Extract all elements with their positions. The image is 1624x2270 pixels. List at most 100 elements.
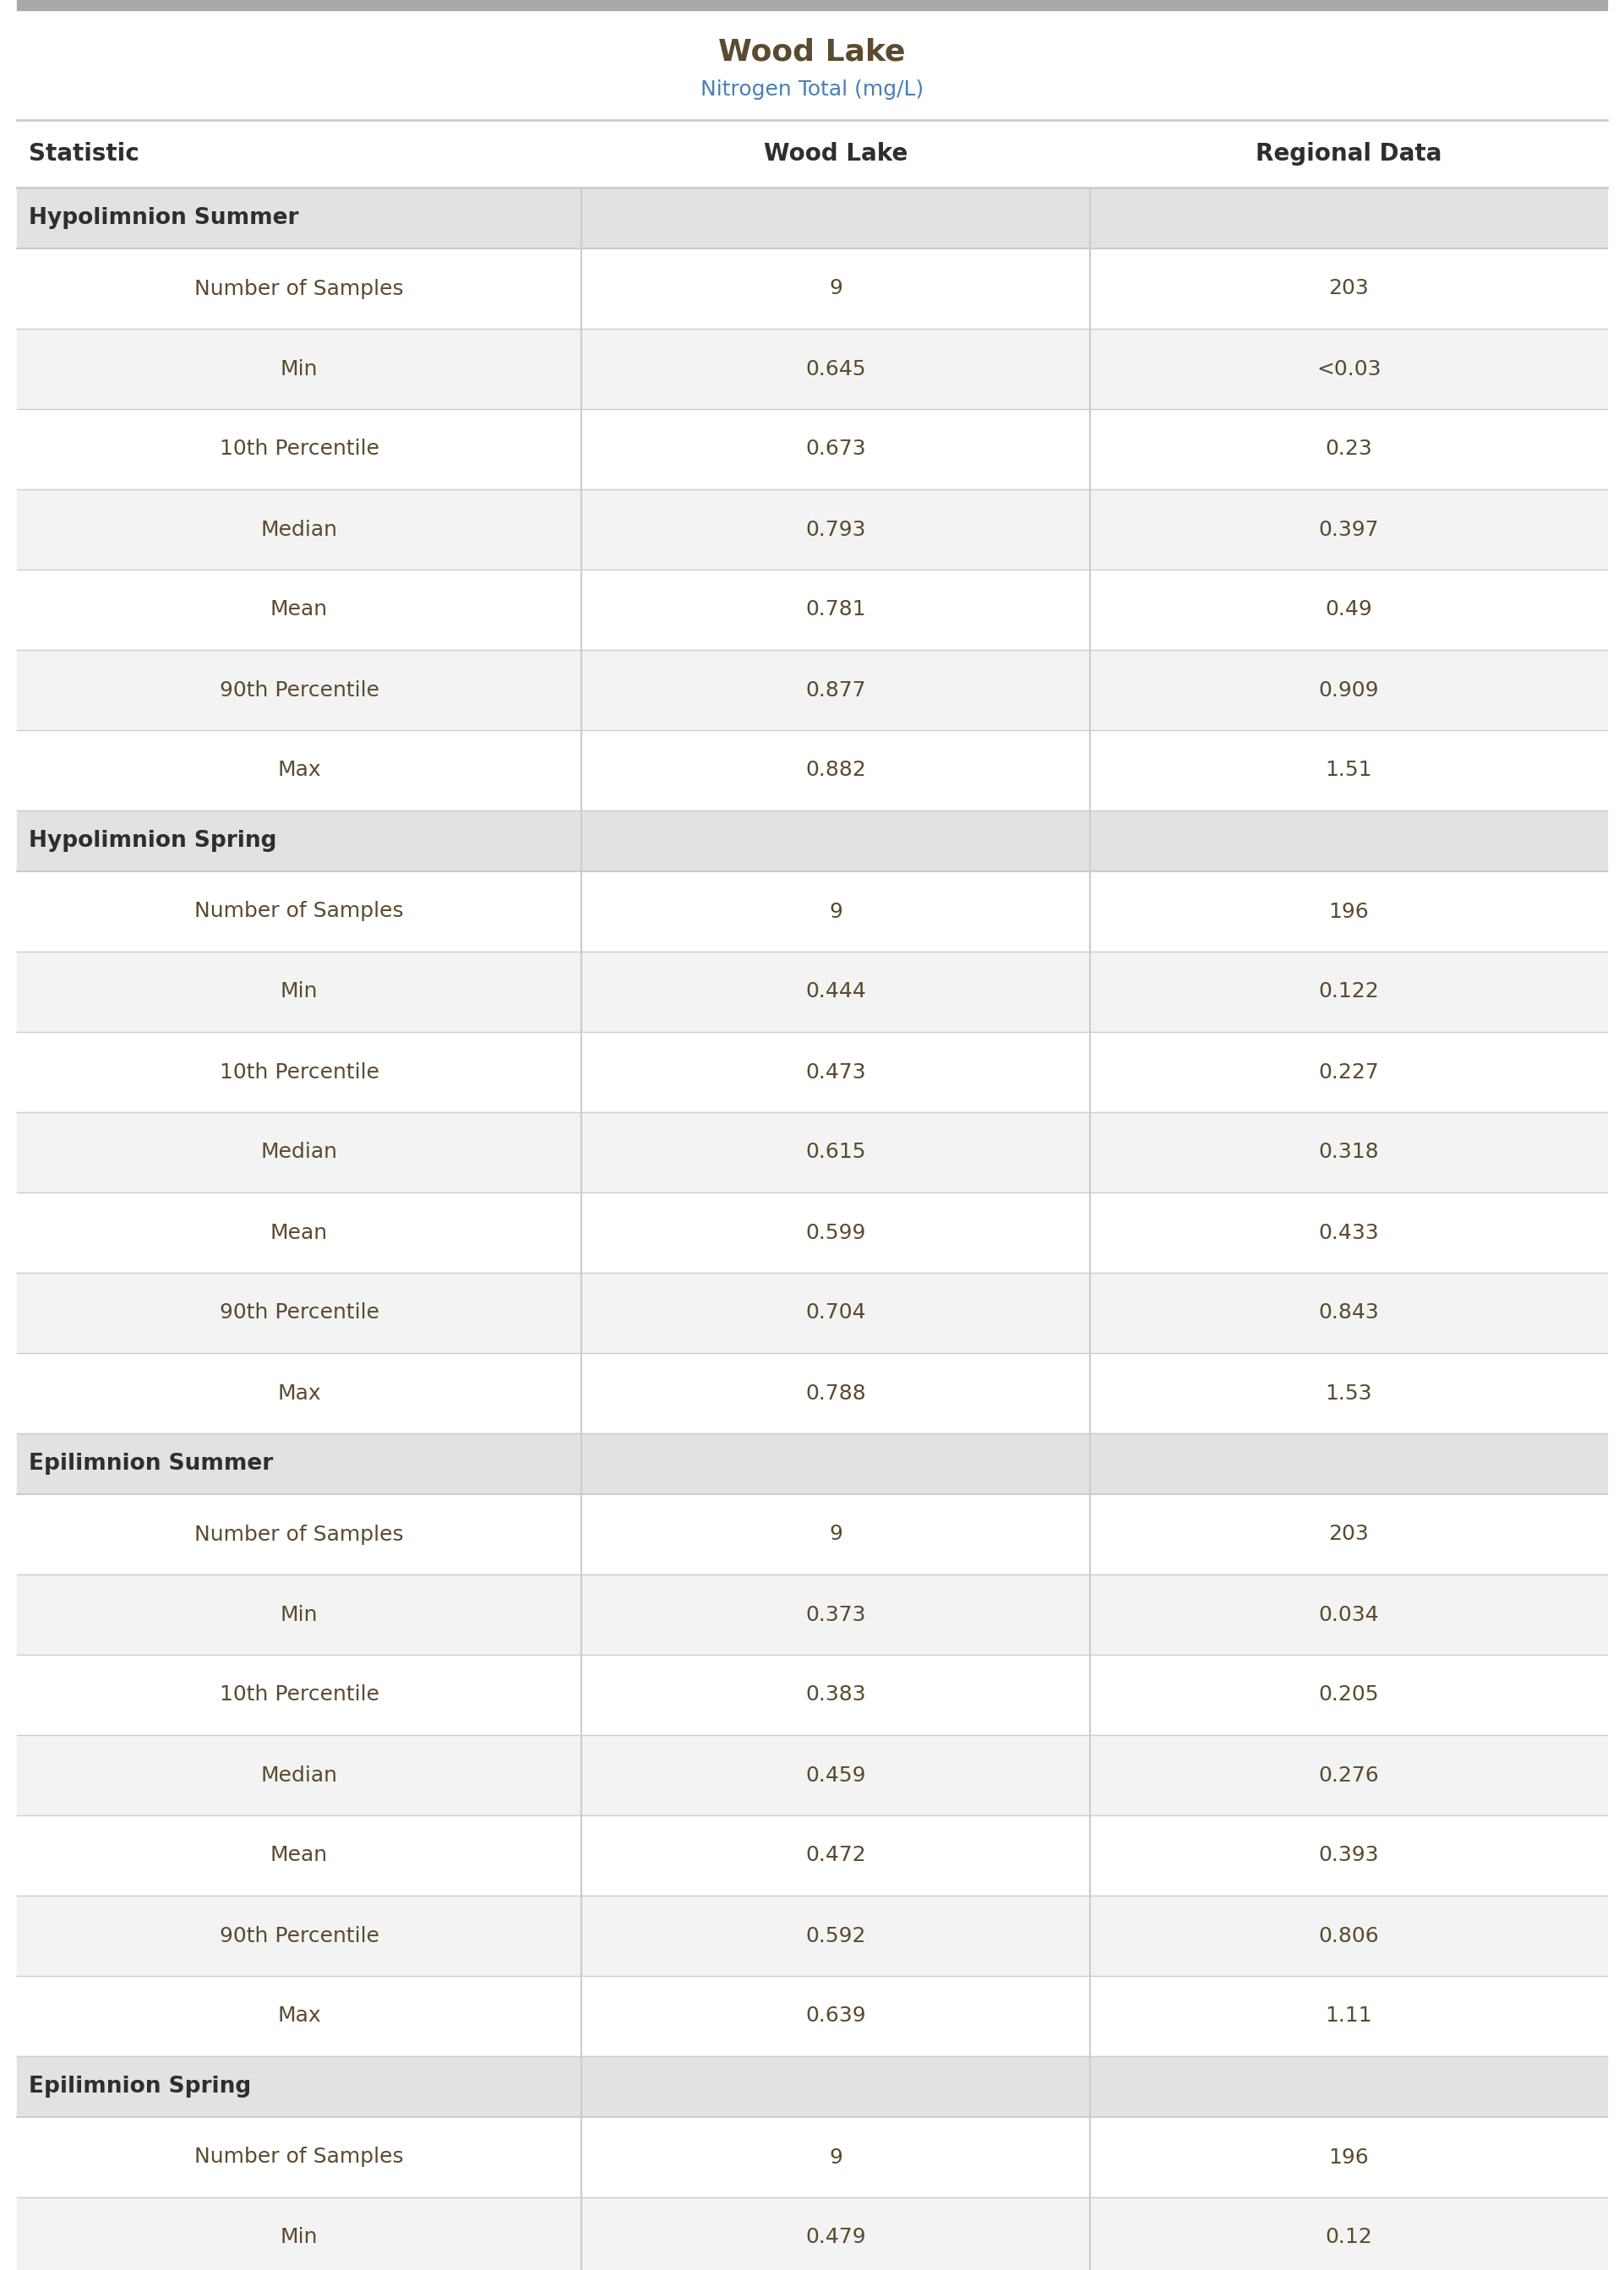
Text: 0.909: 0.909	[1319, 681, 1379, 699]
Text: 10th Percentile: 10th Percentile	[219, 1062, 378, 1083]
Text: 90th Percentile: 90th Percentile	[219, 1303, 378, 1323]
Text: 0.788: 0.788	[806, 1382, 866, 1403]
Text: 0.373: 0.373	[806, 1605, 866, 1625]
Text: 9: 9	[830, 901, 843, 922]
Text: 1.51: 1.51	[1325, 760, 1372, 781]
Text: Number of Samples: Number of Samples	[195, 2147, 404, 2168]
Text: Regional Data: Regional Data	[1255, 143, 1442, 166]
Bar	[16, 1895, 1608, 1975]
Text: 9: 9	[830, 279, 843, 300]
Text: 0.592: 0.592	[806, 1925, 866, 1945]
Text: 0.122: 0.122	[1319, 981, 1379, 1001]
Bar	[16, 1432, 1608, 1494]
Text: 90th Percentile: 90th Percentile	[219, 681, 378, 699]
Text: Min: Min	[281, 1605, 318, 1625]
Bar	[16, 1655, 1608, 1734]
Text: Number of Samples: Number of Samples	[195, 279, 404, 300]
Text: Median: Median	[261, 520, 338, 540]
Bar	[16, 2118, 1608, 2197]
Bar	[16, 329, 1608, 409]
Text: 0.12: 0.12	[1325, 2227, 1372, 2247]
Text: Mean: Mean	[270, 1846, 328, 1866]
Text: Max: Max	[278, 1382, 322, 1403]
Text: 0.877: 0.877	[806, 681, 866, 699]
Text: 0.472: 0.472	[806, 1846, 866, 1866]
Text: Median: Median	[261, 1766, 338, 1784]
Text: 0.882: 0.882	[806, 760, 866, 781]
Text: 0.397: 0.397	[1319, 520, 1379, 540]
Text: 196: 196	[1328, 901, 1369, 922]
Text: Wood Lake: Wood Lake	[718, 39, 906, 66]
Text: Min: Min	[281, 2227, 318, 2247]
Bar	[16, 1575, 1608, 1655]
Bar	[16, 2197, 1608, 2270]
Text: 0.473: 0.473	[806, 1062, 866, 1083]
Text: Statistic: Statistic	[29, 143, 140, 166]
Text: 196: 196	[1328, 2147, 1369, 2168]
Text: 90th Percentile: 90th Percentile	[219, 1925, 378, 1945]
Bar	[16, 1273, 1608, 1353]
Bar	[16, 1494, 1608, 1575]
Bar	[16, 731, 1608, 810]
Text: 0.615: 0.615	[806, 1142, 866, 1162]
Bar	[16, 1033, 1608, 1112]
Text: Min: Min	[281, 981, 318, 1001]
Text: 9: 9	[830, 2147, 843, 2168]
Bar	[16, 951, 1608, 1033]
Bar	[16, 120, 1608, 188]
Text: 0.639: 0.639	[806, 2007, 866, 2027]
Text: 0.673: 0.673	[806, 438, 866, 459]
Text: 0.645: 0.645	[806, 359, 866, 379]
Bar	[16, 1975, 1608, 2057]
Bar	[16, 2057, 1608, 2118]
Text: 203: 203	[1328, 1523, 1369, 1544]
Text: 0.276: 0.276	[1319, 1766, 1379, 1784]
Text: 0.23: 0.23	[1325, 438, 1372, 459]
Text: Hypolimnion Summer: Hypolimnion Summer	[29, 207, 299, 229]
Text: 0.49: 0.49	[1325, 599, 1372, 620]
Text: Min: Min	[281, 359, 318, 379]
Text: 0.843: 0.843	[1319, 1303, 1379, 1323]
Text: Median: Median	[261, 1142, 338, 1162]
Bar	[16, 0, 1608, 9]
Text: 0.205: 0.205	[1319, 1684, 1379, 1705]
Text: Wood Lake: Wood Lake	[763, 143, 908, 166]
Bar	[16, 1734, 1608, 1816]
Text: Max: Max	[278, 2007, 322, 2027]
Text: 0.806: 0.806	[1319, 1925, 1379, 1945]
Text: 1.53: 1.53	[1325, 1382, 1372, 1403]
Text: 9: 9	[830, 1523, 843, 1544]
Text: 0.704: 0.704	[806, 1303, 866, 1323]
Text: 203: 203	[1328, 279, 1369, 300]
Bar	[16, 1353, 1608, 1432]
Text: Nitrogen Total (mg/L): Nitrogen Total (mg/L)	[700, 79, 924, 100]
Text: 0.781: 0.781	[806, 599, 866, 620]
Bar	[16, 247, 1608, 329]
Text: <0.03: <0.03	[1317, 359, 1380, 379]
Text: 0.318: 0.318	[1319, 1142, 1379, 1162]
Text: 0.599: 0.599	[806, 1224, 866, 1242]
Text: Mean: Mean	[270, 1224, 328, 1242]
Bar	[16, 872, 1608, 951]
Bar	[16, 409, 1608, 490]
Text: 0.459: 0.459	[806, 1766, 866, 1784]
Text: 0.034: 0.034	[1319, 1605, 1379, 1625]
Text: 0.383: 0.383	[806, 1684, 866, 1705]
Text: 1.11: 1.11	[1325, 2007, 1372, 2027]
Bar	[16, 649, 1608, 731]
Text: Epilimnion Summer: Epilimnion Summer	[29, 1453, 273, 1476]
Text: 0.433: 0.433	[1319, 1224, 1379, 1242]
Bar	[16, 188, 1608, 247]
Bar	[16, 570, 1608, 649]
Text: 0.444: 0.444	[806, 981, 866, 1001]
Bar	[16, 490, 1608, 570]
Text: 10th Percentile: 10th Percentile	[219, 1684, 378, 1705]
Text: Number of Samples: Number of Samples	[195, 1523, 404, 1544]
Bar	[16, 1192, 1608, 1273]
Bar	[16, 810, 1608, 872]
Text: Mean: Mean	[270, 599, 328, 620]
Text: Hypolimnion Spring: Hypolimnion Spring	[29, 831, 276, 851]
Text: Number of Samples: Number of Samples	[195, 901, 404, 922]
Text: Max: Max	[278, 760, 322, 781]
Bar	[16, 1112, 1608, 1192]
